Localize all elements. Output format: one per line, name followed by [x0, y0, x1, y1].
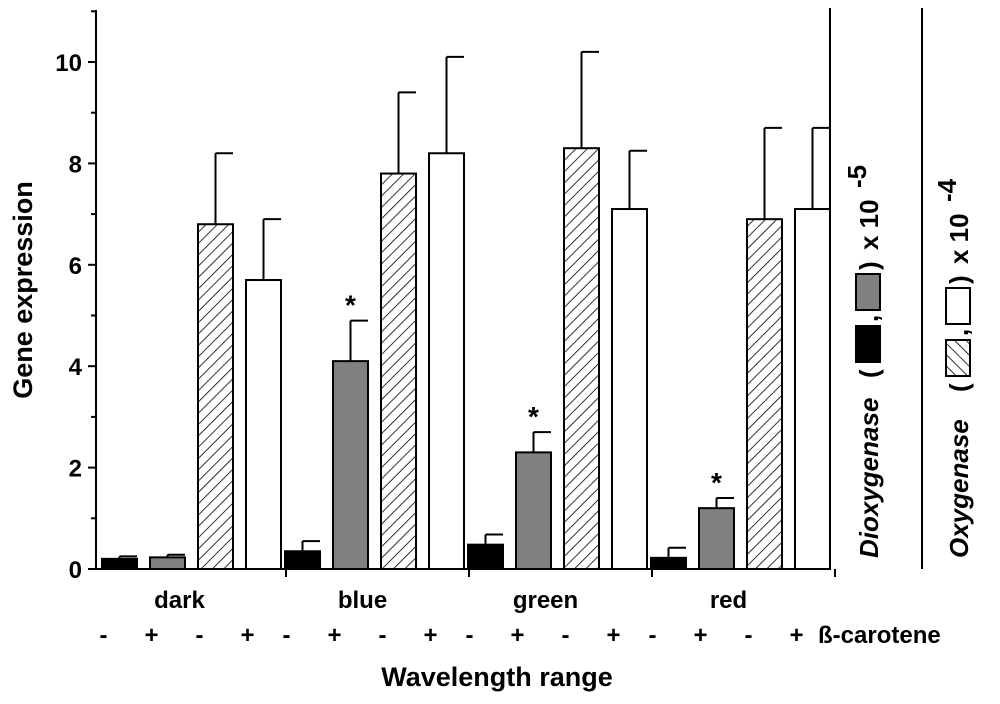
treatment-sign: - [196, 622, 204, 649]
close-paren: ) [944, 275, 974, 284]
open-paren: ( [854, 369, 884, 378]
bar [611, 208, 648, 570]
category-label: red [710, 587, 747, 614]
legend-swatch-white [945, 287, 971, 325]
separator: , [944, 329, 974, 336]
treatment-sign: + [327, 622, 341, 649]
legend-swatch-black [855, 325, 881, 363]
treatment-sign: - [379, 622, 387, 649]
significance-marker: * [345, 290, 356, 321]
significance-marker: * [711, 467, 722, 498]
category-label: green [513, 587, 578, 614]
bar [746, 218, 783, 570]
treatment-sign: + [423, 622, 437, 649]
x-axis-title: Wavelength range [381, 662, 613, 692]
bar [245, 279, 282, 570]
y-axis-title: Gene expression [8, 181, 38, 399]
gene-name: Oxygenase [944, 419, 974, 558]
bar [515, 451, 552, 571]
treatment-label: ß-carotene [818, 622, 941, 649]
treatment-sign: - [283, 622, 291, 649]
treatment-sign: + [789, 622, 803, 649]
bar [380, 172, 417, 570]
bar [149, 556, 186, 570]
y-tick-label: 8 [69, 151, 82, 178]
treatment-sign: - [562, 622, 570, 649]
scale-exponent: -5 [842, 165, 872, 188]
y-tick-label: 4 [69, 354, 83, 381]
treatment-sign: + [606, 622, 620, 649]
bar [794, 208, 831, 570]
open-paren: ( [944, 383, 974, 392]
bar [563, 147, 600, 570]
y-tick-label: 10 [55, 50, 82, 77]
bar [698, 507, 735, 571]
treatment-sign: - [745, 622, 753, 649]
right-axes: Dioxygenase (,) x 10 -5 Oxygenase (,) x 10 -4 [829, 8, 974, 569]
bar [284, 550, 321, 571]
treatment-sign: + [240, 622, 254, 649]
scale-text: x 10 [854, 199, 884, 250]
treatment-sign: - [100, 622, 108, 649]
significance-marker: * [528, 401, 539, 432]
bar [650, 556, 687, 571]
bar [467, 543, 504, 571]
treatment-sign: + [693, 622, 707, 649]
y-tick-label: 6 [69, 253, 82, 280]
y-tick-label: 2 [69, 456, 82, 483]
oxygenase-axis-label: Oxygenase (,) x 10 -4 [932, 178, 974, 558]
treatment-sign: + [144, 622, 158, 649]
bar [428, 152, 465, 570]
category-label: dark [154, 587, 205, 614]
treatment-sign: + [510, 622, 524, 649]
bar [101, 557, 138, 570]
legend-swatch-hatched [945, 339, 971, 377]
scale-text: x 10 [944, 213, 974, 264]
dioxygenase-axis-label: Dioxygenase (,) x 10 -5 [842, 165, 884, 558]
bar [197, 223, 234, 571]
y-tick-label: 0 [69, 557, 82, 584]
separator: , [854, 315, 884, 322]
bar [332, 360, 369, 570]
scale-exponent: -4 [932, 178, 962, 202]
gene-name: Dioxygenase [854, 398, 884, 558]
treatment-sign: - [466, 622, 474, 649]
treatment-sign: - [649, 622, 657, 649]
category-label: blue [338, 587, 387, 614]
close-paren: ) [854, 261, 884, 270]
legend-swatch-gray [855, 273, 881, 311]
